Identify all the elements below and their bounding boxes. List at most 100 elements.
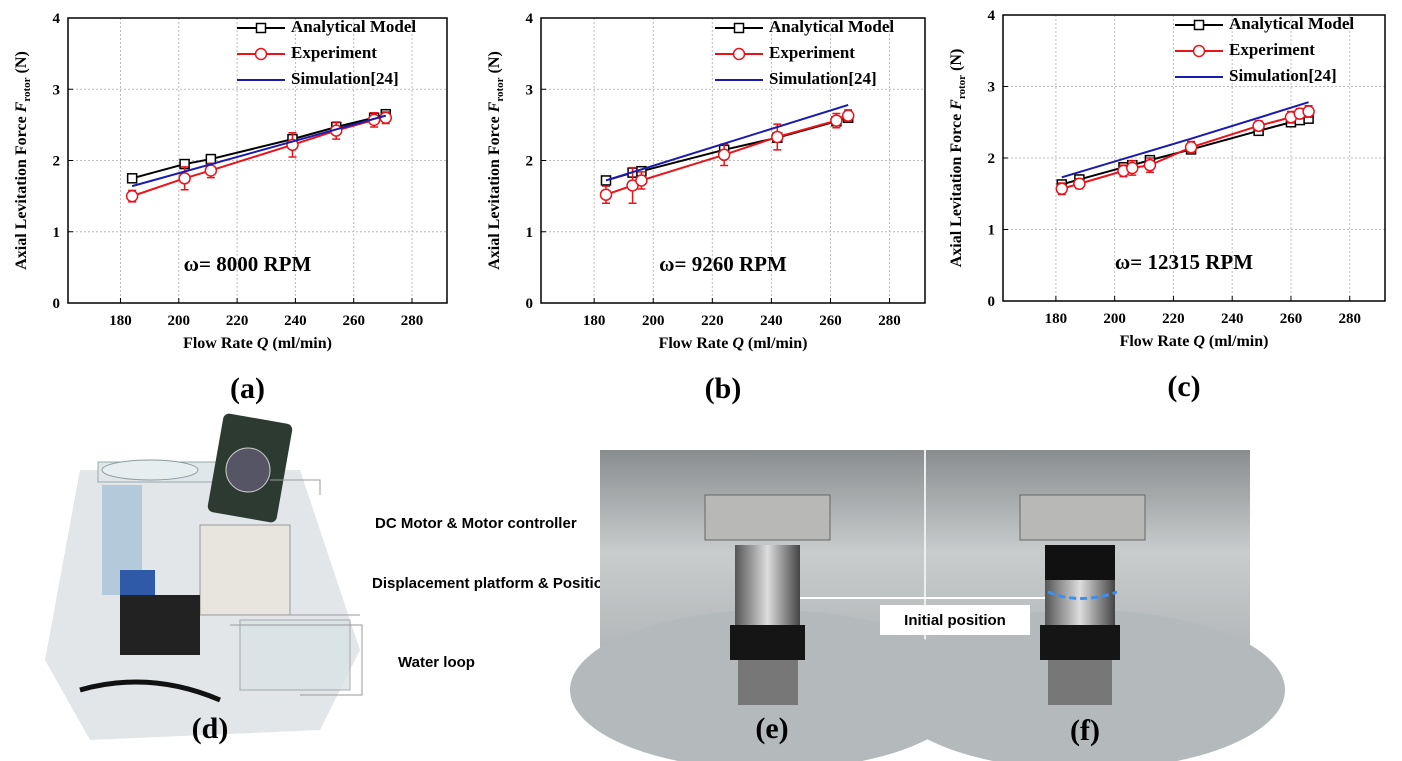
label-part: rotor — [956, 75, 968, 99]
x-tick-label: 180 — [1045, 311, 1068, 327]
series-line — [1061, 101, 1309, 179]
data-point — [178, 172, 191, 185]
label-part: (N) — [13, 51, 30, 77]
label-part: Axial Levitation Force — [486, 112, 503, 269]
label-part: Q — [257, 335, 269, 352]
label-part: Axial Levitation Force — [13, 112, 30, 269]
x-tick-label: 240 — [1221, 311, 1244, 327]
x-tick-label: 220 — [701, 313, 724, 329]
x-tick-label: 280 — [878, 313, 901, 329]
y-tick-label: 2 — [53, 154, 61, 170]
data-point — [126, 173, 138, 184]
data-point — [205, 153, 217, 165]
annotation: ω= 9260 RPM — [659, 252, 787, 276]
label-part: Q — [1193, 333, 1205, 350]
label-part: (ml/min) — [744, 335, 808, 352]
plot-frame — [67, 17, 448, 304]
data-point — [125, 189, 139, 203]
legend-marker — [1192, 44, 1206, 58]
annotation: ω= 8000 RPM — [184, 252, 312, 276]
y-tick-label: 0 — [988, 294, 996, 310]
panel-label: (b) — [705, 372, 742, 405]
series-line — [131, 116, 386, 198]
y-tick-label: 4 — [526, 11, 534, 27]
data-point — [1302, 105, 1315, 118]
legend-label: Simulation[24] — [291, 69, 399, 88]
rotor-photos — [570, 450, 1285, 761]
legend-label: Analytical Model — [291, 17, 416, 36]
y-axis-label: Axial Levitation Force Frotor (N) — [948, 49, 968, 268]
data-point — [1252, 119, 1265, 133]
x-tick-label: 200 — [642, 313, 665, 329]
label-part: Flow Rate — [183, 335, 257, 352]
y-tick-label: 3 — [988, 80, 996, 96]
y-tick-label: 0 — [526, 296, 534, 312]
x-tick-label: 220 — [226, 313, 249, 329]
series-line — [131, 114, 387, 188]
label-part: rotor — [494, 77, 506, 101]
legend-label: Experiment — [1229, 40, 1315, 59]
x-axis-label: Flow Rate Q (ml/min) — [183, 335, 332, 352]
data-point — [635, 174, 648, 187]
data-point — [1184, 141, 1198, 154]
plot-frame — [1002, 14, 1386, 302]
x-tick-label: 240 — [760, 313, 783, 329]
x-tick-label: 200 — [1103, 311, 1126, 327]
y-tick-label: 1 — [988, 223, 996, 239]
y-tick-label: 2 — [526, 154, 534, 170]
annotation: ω= 12315 RPM — [1115, 250, 1253, 274]
x-tick-label: 180 — [109, 313, 132, 329]
data-point — [1055, 182, 1069, 195]
callout: Displacement platform & Positioner — [372, 575, 626, 592]
x-tick-label: 260 — [819, 313, 842, 329]
data-point — [599, 188, 613, 201]
data-point — [771, 130, 784, 144]
y-tick-label: 4 — [53, 11, 61, 27]
panel-label: (d) — [192, 712, 229, 745]
x-tick-label: 180 — [583, 313, 606, 329]
plot-frame — [540, 17, 926, 304]
data-point — [1126, 161, 1139, 175]
data-point — [717, 148, 731, 162]
label-part: (ml/min) — [268, 335, 332, 352]
label-part: Flow Rate — [659, 335, 733, 352]
panel-label: (c) — [1167, 370, 1200, 403]
label-part: F — [486, 101, 503, 113]
legend-marker — [733, 22, 745, 34]
y-tick-label: 4 — [988, 8, 996, 24]
series-line — [1061, 117, 1309, 186]
label-part: Axial Levitation Force — [948, 110, 965, 267]
callout: Initial position — [904, 612, 1006, 629]
label-part: F — [13, 101, 30, 113]
x-tick-label: 240 — [284, 313, 307, 329]
label-part: Flow Rate — [1120, 333, 1194, 350]
y-tick-label: 1 — [53, 225, 61, 241]
legend-marker — [254, 47, 268, 61]
legend-label: Simulation[24] — [769, 69, 877, 88]
data-point — [841, 109, 855, 122]
y-tick-label: 3 — [53, 82, 61, 98]
x-axis-label: Flow Rate Q (ml/min) — [659, 335, 808, 352]
y-tick-label: 1 — [526, 225, 534, 241]
callout: DC Motor & Motor controller — [375, 515, 577, 532]
y-tick-label: 2 — [988, 151, 996, 167]
data-point — [379, 111, 393, 124]
data-point — [1143, 158, 1157, 172]
x-axis-label: Flow Rate Q (ml/min) — [1120, 333, 1269, 350]
data-point — [204, 164, 218, 177]
legend-marker — [732, 47, 746, 61]
series-line — [605, 103, 849, 182]
legend-marker — [1193, 19, 1205, 31]
x-tick-label: 200 — [168, 313, 191, 329]
data-point — [1073, 177, 1086, 190]
label-part: (N) — [948, 49, 965, 75]
y-tick-label: 0 — [53, 296, 61, 312]
legend-label: Analytical Model — [1229, 14, 1354, 33]
legend-label: Experiment — [769, 43, 855, 62]
legend-label: Analytical Model — [769, 17, 894, 36]
label-part: F — [948, 99, 965, 111]
y-axis-label: Axial Levitation Force Frotor (N) — [486, 51, 506, 270]
apparatus-photo — [45, 413, 363, 740]
legend-marker — [255, 22, 267, 34]
